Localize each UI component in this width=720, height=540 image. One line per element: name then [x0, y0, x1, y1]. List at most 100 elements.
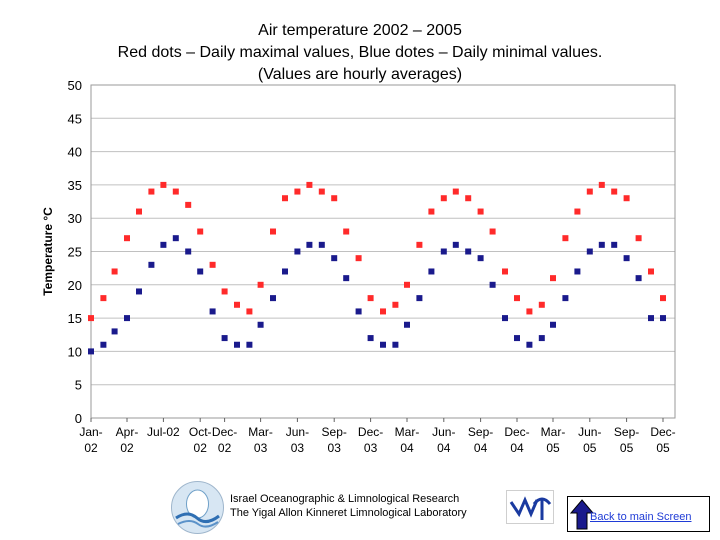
x-tick-label: 05: [656, 441, 670, 455]
data-point-max: [538, 301, 545, 308]
institute-name: Israel Oceanographic & Limnological Rese…: [230, 492, 467, 520]
x-tick-label: Sep-: [614, 425, 639, 439]
x-tick-label: Oct-: [189, 425, 212, 439]
data-point-max: [452, 188, 459, 195]
x-tick-label: 04: [474, 441, 488, 455]
data-point-max: [380, 308, 386, 315]
data-point-max: [234, 301, 240, 308]
data-point-min: [367, 335, 374, 342]
data-point-max: [648, 268, 654, 275]
arrow-up-icon: [569, 499, 595, 530]
data-point-max: [514, 295, 520, 302]
data-point-min: [88, 348, 94, 355]
series-min: [88, 235, 666, 355]
data-point-min: [648, 315, 654, 322]
x-tick-label: Mar-: [248, 425, 273, 439]
data-point-max: [185, 201, 192, 208]
data-point-min: [124, 315, 130, 322]
data-point-max: [343, 228, 350, 235]
data-point-min: [550, 321, 556, 328]
x-tick-label: 02: [120, 441, 134, 455]
data-point-min: [136, 288, 142, 295]
data-point-min: [502, 315, 508, 322]
data-point-min: [234, 341, 240, 348]
data-point-max: [355, 255, 362, 262]
y-tick-label: 0: [75, 411, 82, 426]
data-point-max: [635, 235, 642, 242]
x-tick-label: 03: [254, 441, 268, 455]
data-point-min: [465, 248, 472, 255]
data-point-min: [586, 248, 593, 255]
data-point-min: [452, 241, 459, 248]
data-point-max: [660, 295, 666, 302]
x-tick-label: Jul-02: [147, 425, 180, 439]
y-tick-label: 15: [68, 311, 82, 326]
data-point-min: [538, 335, 545, 342]
y-tick-label: 50: [68, 78, 82, 93]
x-tick-label: 04: [400, 441, 414, 455]
back-to-main-button[interactable]: Back to main Screen: [567, 496, 710, 532]
institute-line1: Israel Oceanographic & Limnological Rese…: [230, 493, 460, 505]
x-tick-label: 02: [194, 441, 208, 455]
data-point-min: [160, 241, 167, 248]
x-tick-label: Jun-: [286, 425, 309, 439]
back-to-main-label: Back to main Screen: [590, 511, 692, 523]
data-point-min: [100, 341, 107, 348]
x-tick-label: 03: [291, 441, 305, 455]
data-point-max: [526, 308, 533, 315]
data-point-max: [111, 268, 118, 275]
x-tick-label: 02: [84, 441, 98, 455]
data-point-min: [380, 341, 386, 348]
data-point-min: [660, 315, 666, 322]
data-point-max: [100, 295, 107, 302]
x-tick-label: 05: [583, 441, 597, 455]
data-point-min: [221, 335, 228, 342]
data-point-max: [270, 228, 276, 235]
data-point-max: [148, 188, 155, 195]
axes: [90, 84, 676, 422]
y-tick-label: 30: [68, 211, 82, 226]
x-tick-label: Jan-: [79, 425, 102, 439]
x-tick-label: 02: [218, 441, 232, 455]
x-tick-label: Mar-: [541, 425, 566, 439]
chart-title-line2: Red dots – Daily maximal values, Blue do…: [117, 44, 603, 61]
data-point-max: [598, 181, 605, 188]
data-point-min: [185, 248, 192, 255]
data-point-min: [598, 241, 605, 248]
data-point-max: [160, 181, 167, 188]
y-tick-label: 10: [68, 344, 82, 359]
data-point-max: [623, 195, 630, 202]
data-point-max: [562, 235, 569, 242]
data-point-min: [148, 261, 155, 268]
data-point-min: [404, 321, 410, 328]
data-point-min: [270, 295, 276, 302]
data-point-min: [318, 241, 325, 248]
data-point-max: [465, 195, 472, 202]
data-point-max: [416, 241, 423, 248]
data-point-max: [404, 281, 410, 288]
y-tick-label: 5: [75, 378, 82, 393]
x-tick-label: 05: [546, 441, 560, 455]
data-point-min: [416, 295, 423, 302]
y-tick-label: 45: [68, 111, 82, 126]
data-point-min: [111, 328, 118, 335]
series-max: [88, 181, 666, 322]
x-tick-label: Jun-: [578, 425, 601, 439]
data-point-min: [282, 268, 288, 275]
data-point-max: [282, 195, 288, 202]
y-tick-label: 25: [68, 245, 82, 260]
x-tick-label: Dec-: [358, 425, 383, 439]
data-point-max: [246, 308, 253, 315]
chart-title: Air temperature 2002 – 2005 Red dots – D…: [0, 20, 720, 86]
data-point-max: [502, 268, 508, 275]
data-point-max: [428, 208, 435, 215]
iolr-logo: [171, 481, 224, 534]
y-tick-label: 40: [68, 145, 82, 160]
x-tick-label: 05: [620, 441, 634, 455]
data-point-max: [611, 188, 618, 195]
data-point-max: [477, 208, 484, 215]
kinneret-lab-logo: [506, 490, 554, 524]
data-point-min: [355, 308, 362, 315]
